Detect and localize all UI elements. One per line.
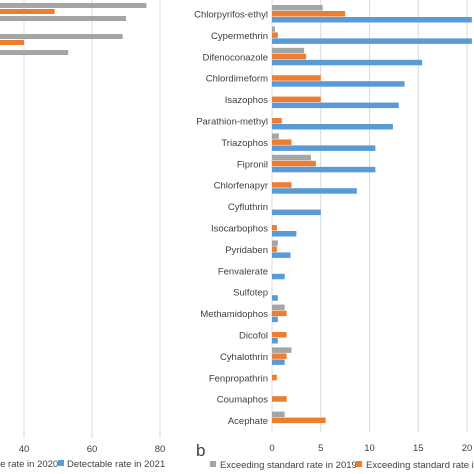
category-label: Dicofol	[239, 331, 268, 342]
bar-b-blue-13	[272, 295, 278, 301]
bar-b-grey-16	[272, 347, 292, 353]
category-label: Fenvalerate	[218, 266, 268, 277]
bar-b-blue-12	[272, 273, 285, 280]
legend-b-label-0: Exceeding standard rate in 2019	[220, 460, 357, 471]
bar-b-blue-15	[272, 338, 278, 344]
bar-b-grey-14	[272, 304, 285, 311]
bar-b-orange-4	[272, 96, 321, 103]
category-label: Isocarbophos	[211, 224, 268, 235]
legend-b-label-1: Exceeding standard rate in	[366, 460, 474, 471]
x-tick-label-b-1: 5	[318, 443, 323, 454]
bar-b-blue-10	[272, 231, 297, 237]
bar-b-grey-7	[272, 154, 311, 161]
category-label: Fenpropathrin	[209, 373, 268, 384]
category-label: Cypermethrin	[211, 31, 268, 42]
bar-a-orange-2	[0, 40, 24, 45]
x-tick-label-a-60: 60	[87, 444, 98, 455]
category-label: Fipronil	[237, 159, 268, 170]
x-tick-label-b-4: 20	[462, 443, 473, 454]
bar-b-orange-5	[272, 118, 282, 124]
category-label: Sulfotep	[233, 288, 268, 299]
bar-b-grey-11	[272, 240, 278, 246]
category-label: Cyhalothrin	[220, 352, 268, 363]
panel-a-chart: 40 60 80 le rate in 2020 Detectable rate in …	[0, 0, 165, 470]
bar-a-grey-2	[0, 34, 123, 39]
bar-b-grey-6	[272, 133, 279, 139]
category-label: Cyfluthrin	[228, 202, 268, 213]
bar-b-blue-4	[272, 102, 399, 109]
bar-b-blue-2	[272, 59, 423, 66]
category-label: Pyridaben	[225, 245, 268, 256]
bar-b-blue-7	[272, 166, 376, 173]
bar-b-blue-14	[272, 316, 278, 323]
bar-b-orange-16	[272, 353, 287, 359]
bar-b-blue-9	[272, 209, 321, 216]
bar-b-blue-8	[272, 188, 357, 194]
bar-b-blue-5	[272, 124, 393, 130]
legend-a-label-0: le rate in 2020	[0, 459, 58, 470]
bar-b-blue-11	[272, 252, 291, 258]
x-tick-label-b-2: 10	[364, 443, 375, 454]
panel-b-chart: 051015202Chlorpyrifos-ethylCypermethrinD…	[194, 0, 474, 471]
bar-b-orange-18	[272, 396, 287, 402]
legend-b-swatch-0	[210, 461, 216, 467]
bar-b-orange-3	[272, 75, 321, 81]
bar-b-orange-8	[272, 182, 292, 188]
panel-b-letter: b	[196, 441, 205, 460]
x-tick-label-a-40: 40	[19, 444, 30, 455]
bar-b-grey-19	[272, 411, 285, 418]
bar-a-grey-1	[0, 16, 126, 21]
bar-b-grey-2	[272, 47, 305, 54]
bar-b-orange-6	[272, 139, 292, 145]
bar-b-blue-3	[272, 81, 405, 87]
x-tick-label-b-3: 15	[413, 443, 424, 454]
category-label: Parathion-methyl	[196, 117, 268, 128]
bar-b-orange-10	[272, 225, 277, 231]
category-label: Acephate	[228, 416, 268, 427]
legend-a-label-1: Detectable rate in 2021	[67, 459, 165, 470]
legend-a-swatch-1	[58, 460, 64, 466]
category-label: Isazophos	[225, 95, 269, 106]
bar-b-grey-1	[272, 26, 275, 32]
bar-b-orange-15	[272, 332, 287, 338]
x-tick-label-a-80: 80	[155, 444, 166, 455]
category-label: Chlorfenapyr	[214, 181, 268, 192]
bar-b-blue-1	[272, 38, 472, 44]
x-tick-label-b-0: 0	[269, 443, 274, 454]
bar-a-grey-3	[0, 50, 69, 55]
category-label: Coumaphos	[217, 395, 268, 406]
bar-b-orange-14	[272, 310, 287, 317]
category-label: Difenoconazole	[203, 52, 269, 63]
bar-a-orange-0	[0, 9, 55, 14]
category-label: Chlorpyrifos-ethyl	[194, 10, 268, 21]
bar-b-orange-2	[272, 53, 307, 60]
bar-b-orange-19	[272, 417, 326, 424]
bar-b-grey-0	[272, 5, 323, 11]
legend-b-swatch-1	[356, 461, 362, 467]
bar-b-orange-7	[272, 160, 316, 167]
category-label: Methamidophos	[200, 309, 268, 320]
bar-b-blue-0	[272, 17, 472, 23]
bar-a-grey-0	[0, 3, 147, 8]
bar-b-blue-16	[272, 359, 285, 365]
bar-b-blue-6	[272, 145, 376, 151]
category-label: Triazophos	[221, 138, 268, 149]
bar-b-orange-17	[272, 374, 277, 381]
bar-b-orange-1	[272, 32, 278, 38]
bar-b-orange-0	[272, 11, 346, 17]
bar-b-orange-11	[272, 246, 277, 252]
category-label: Chlordimeform	[206, 74, 268, 85]
